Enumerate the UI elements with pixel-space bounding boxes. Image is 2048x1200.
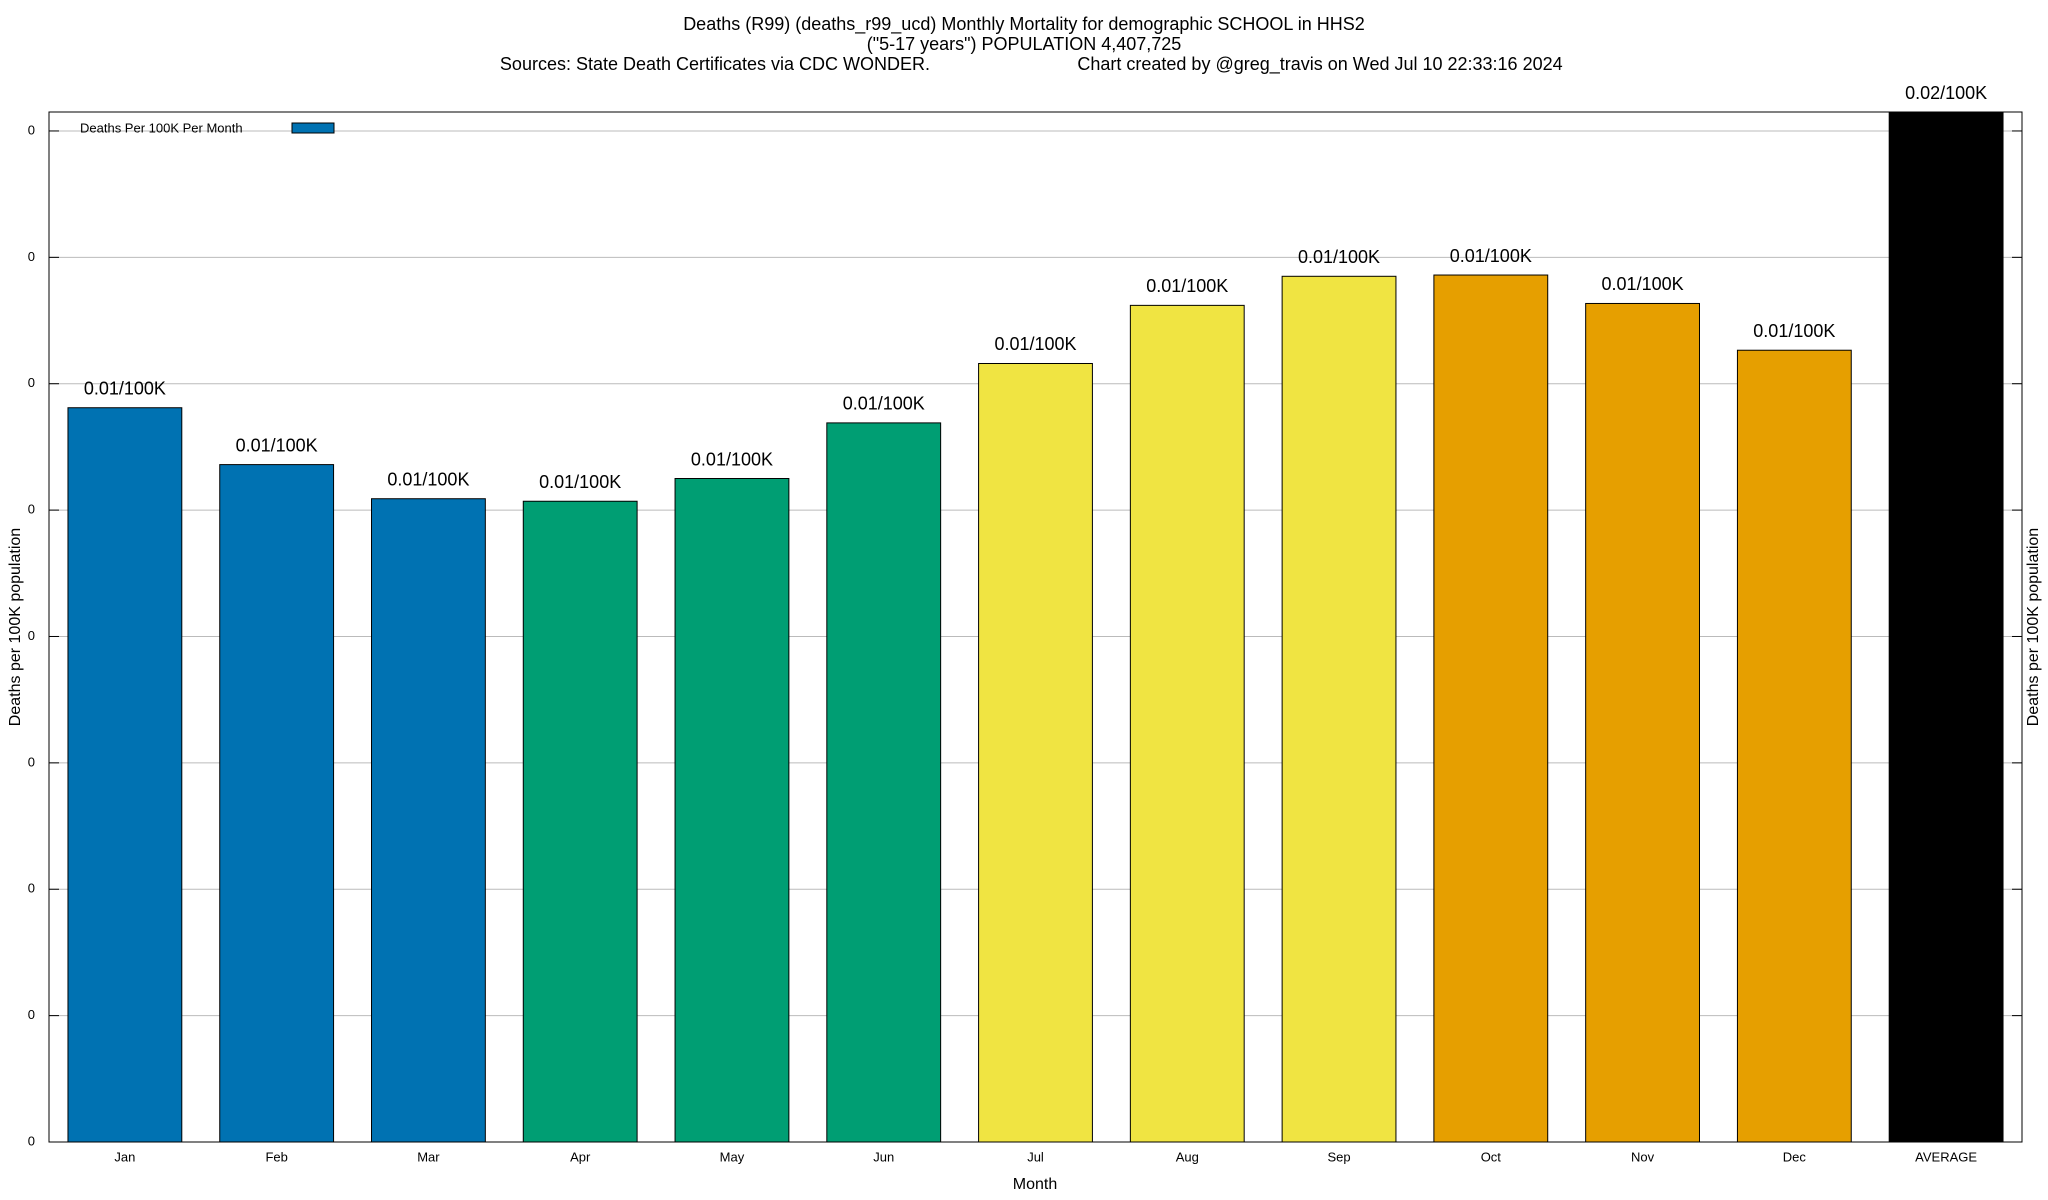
y-tick-label: 0	[28, 502, 35, 517]
chart-title: Deaths (R99) (deaths_r99_ucd) Monthly Mo…	[683, 14, 1365, 35]
y-tick-label: 0	[28, 375, 35, 390]
x-axis-label: Month	[1013, 1176, 1057, 1193]
data-label: 0.01/100K	[387, 469, 469, 489]
y-tick-label: 0	[28, 1133, 35, 1148]
y-tick-label: 0	[28, 249, 35, 264]
data-label: 0.01/100K	[1450, 246, 1532, 266]
bar	[522, 500, 638, 1143]
bar	[1129, 304, 1245, 1143]
bar	[826, 422, 942, 1143]
data-label: 0.01/100K	[994, 334, 1076, 354]
x-tick-label: Aug	[1176, 1149, 1199, 1164]
legend-label: Deaths Per 100K Per Month	[80, 120, 243, 135]
x-tick-label: Oct	[1481, 1149, 1502, 1164]
data-label: 0.01/100K	[691, 449, 773, 469]
bar	[674, 478, 790, 1143]
bar	[371, 498, 486, 1143]
bar	[67, 407, 183, 1143]
y-tick-label: 0	[28, 881, 35, 896]
y2-axis-label: Deaths per 100K population	[2025, 528, 2042, 726]
x-tick-label: May	[720, 1149, 745, 1164]
bar	[978, 362, 1093, 1143]
bar	[1585, 302, 1700, 1143]
data-label: 0.01/100K	[1298, 247, 1380, 267]
data-label: 0.01/100K	[1753, 321, 1835, 341]
x-tick-label: Feb	[265, 1149, 287, 1164]
data-label: 0.01/100K	[236, 435, 318, 455]
data-label: 0.01/100K	[84, 378, 166, 398]
data-label: 0.01/100K	[539, 472, 621, 492]
x-tick-label: Sep	[1327, 1149, 1350, 1164]
chart-subtitle: ("5-17 years") POPULATION 4,407,725	[867, 34, 1182, 54]
legend-swatch	[291, 122, 335, 134]
y-tick-label: 0	[28, 1007, 35, 1022]
data-label: 0.01/100K	[1602, 274, 1684, 294]
bar	[1736, 349, 1852, 1143]
data-label: 0.01/100K	[843, 394, 925, 414]
y-tick-label: 0	[28, 628, 35, 643]
x-tick-label: Mar	[417, 1149, 440, 1164]
plot-frame	[48, 111, 2023, 1143]
x-tick-label: Jul	[1027, 1149, 1044, 1164]
y-tick-label: 0	[28, 754, 35, 769]
x-tick-label: AVERAGE	[1915, 1149, 1977, 1164]
y-axis-label: Deaths per 100K population	[7, 528, 24, 726]
credit: Chart created by @greg_travis on Wed Jul…	[1077, 54, 1562, 75]
x-tick-label: Dec	[1783, 1149, 1807, 1164]
x-tick-label: Jun	[873, 1149, 894, 1164]
x-tick-label: Apr	[570, 1149, 591, 1164]
sources: Sources: State Death Certificates via CD…	[500, 54, 930, 74]
bar	[1433, 274, 1549, 1143]
x-tick-label: Nov	[1631, 1149, 1655, 1164]
x-tick-label: Jan	[114, 1149, 135, 1164]
bar	[1281, 275, 1397, 1143]
data-label: 0.02/100K	[1905, 83, 1987, 103]
bar	[219, 464, 335, 1143]
bar	[1888, 111, 2004, 1143]
data-label: 0.01/100K	[1146, 276, 1228, 296]
y-tick-label: 0	[28, 122, 35, 137]
